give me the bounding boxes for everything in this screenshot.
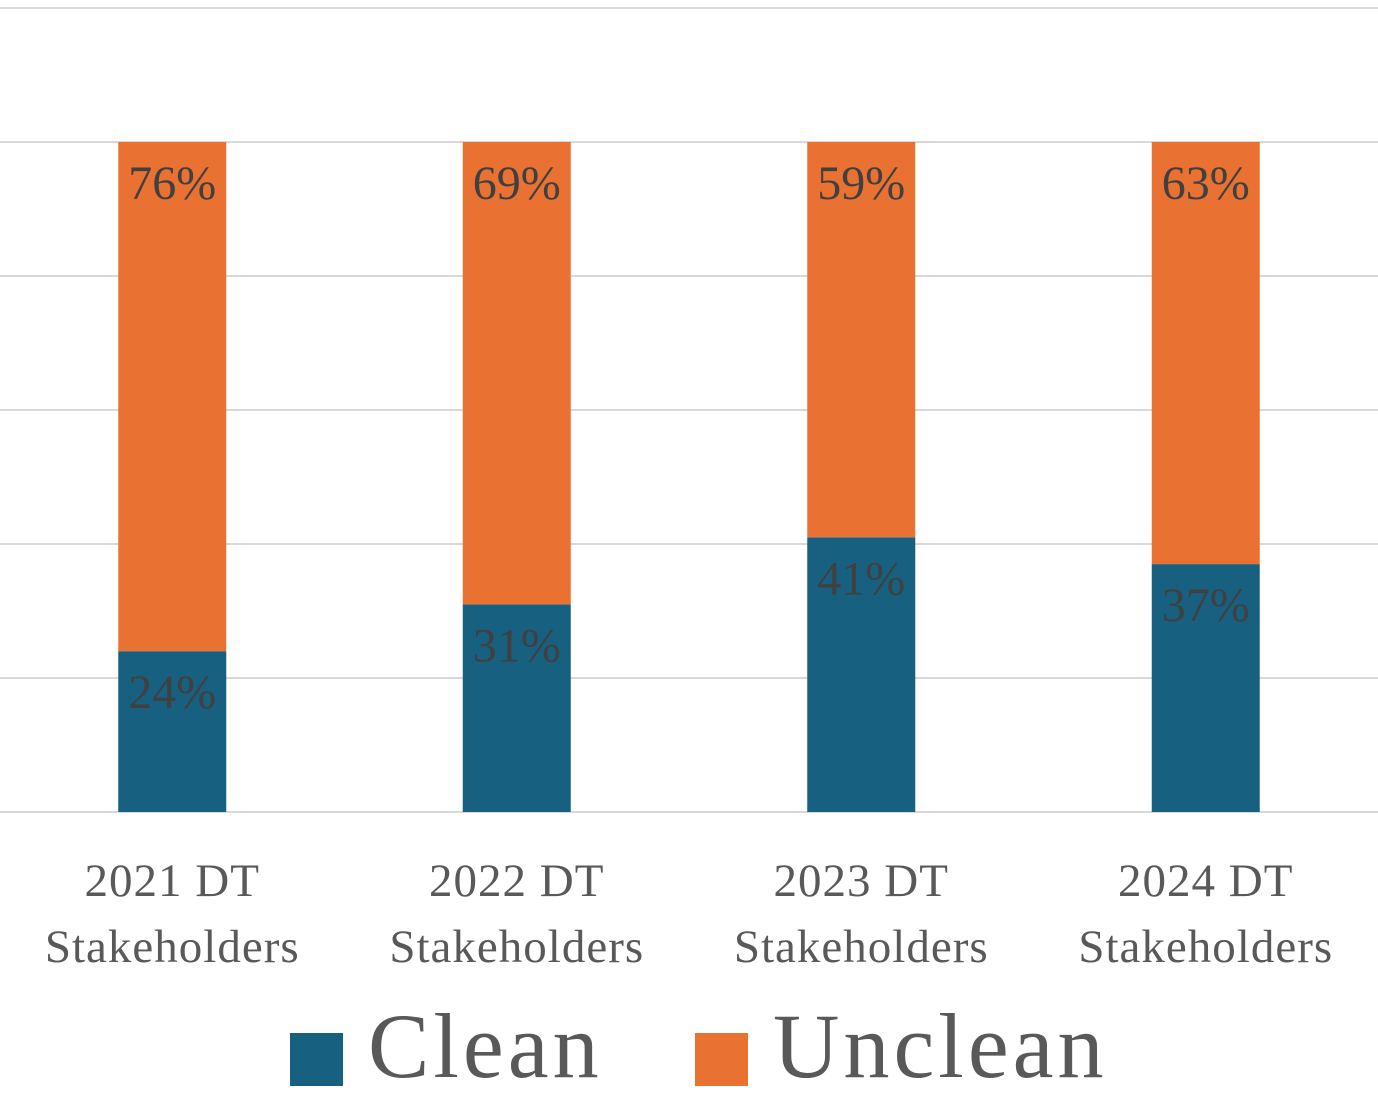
bar-segment	[462, 142, 571, 605]
bar-segment	[118, 651, 227, 812]
x-tick-label: 2024 DT Stakeholders	[1078, 855, 1334, 973]
x-tick-label: 2023 DT Stakeholders	[733, 855, 989, 973]
bar-segment	[1151, 142, 1260, 565]
bar-segment	[118, 142, 227, 652]
legend-swatch	[695, 1033, 748, 1086]
data-label: 63%	[1162, 157, 1250, 210]
data-label: 41%	[817, 552, 905, 605]
legend-label: Unclean	[773, 995, 1108, 1094]
data-label: 24%	[128, 666, 216, 719]
x-tick-label: 2022 DT Stakeholders	[389, 855, 645, 973]
x-tick-label: 2021 DT Stakeholders	[44, 855, 300, 973]
bar-segment	[462, 604, 571, 812]
legend-label: Clean	[368, 995, 603, 1094]
data-label: 59%	[817, 157, 905, 210]
bar-segment	[807, 142, 916, 538]
data-label: 31%	[473, 619, 561, 672]
legend-swatch	[290, 1033, 343, 1086]
bar-segment	[1151, 564, 1260, 812]
data-label: 37%	[1162, 579, 1250, 632]
bar-segment	[807, 537, 916, 812]
data-label: 76%	[128, 157, 216, 210]
data-label: 69%	[473, 157, 561, 210]
